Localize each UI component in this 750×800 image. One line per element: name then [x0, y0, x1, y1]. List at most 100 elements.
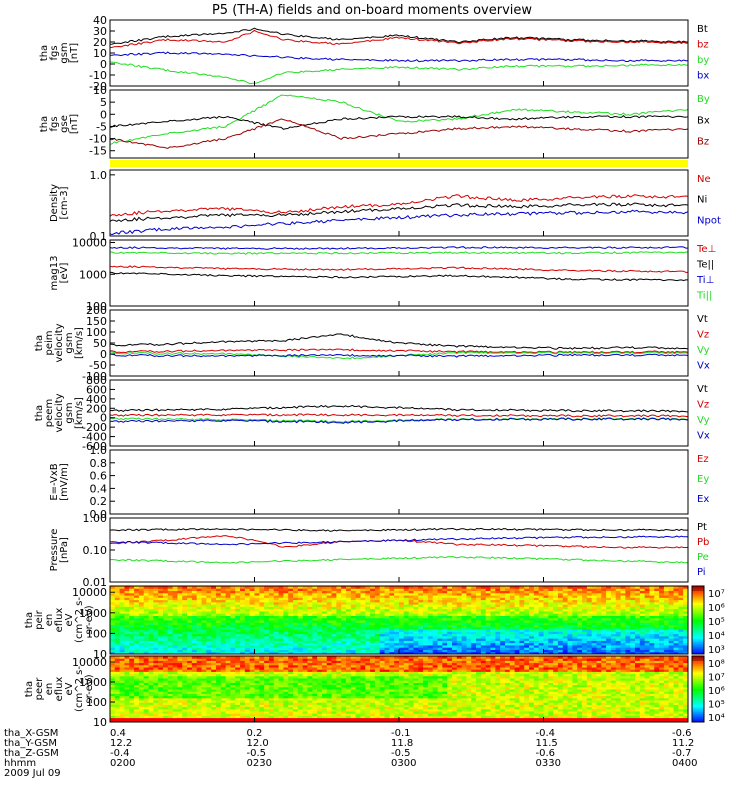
heatmap-cell	[220, 717, 227, 721]
heatmap-cell	[264, 678, 270, 681]
heatmap-cell	[317, 610, 323, 614]
heatmap-cell	[476, 613, 482, 616]
heatmap-cell	[591, 631, 597, 635]
heatmap-cell	[615, 651, 622, 655]
heatmap-cell	[336, 638, 342, 641]
y-tick-label: 10	[93, 648, 107, 661]
heatmap-cell	[519, 631, 525, 635]
heatmap-cell	[240, 669, 246, 672]
heatmap-cell	[399, 620, 405, 623]
heatmap-cell	[148, 608, 154, 612]
heatmap-cell	[346, 622, 352, 626]
heatmap-cell	[317, 624, 323, 628]
heatmap-cell	[153, 606, 159, 610]
heatmap-cell	[177, 617, 183, 621]
heatmap-cell	[615, 629, 622, 632]
heatmap-cell	[182, 706, 188, 710]
heatmap-cell	[264, 704, 270, 708]
heatmap-cell	[148, 680, 154, 683]
heatmap-cell	[201, 689, 207, 692]
heatmap-cell	[384, 588, 390, 592]
colorbar-cell	[692, 608, 704, 611]
heatmap-cell	[408, 586, 414, 589]
heatmap-cell	[196, 592, 203, 596]
heatmap-cell	[596, 601, 602, 605]
heatmap-cell	[529, 610, 535, 614]
heatmap-cell	[524, 651, 530, 655]
heatmap-cell	[644, 592, 650, 596]
heatmap-cell	[668, 638, 675, 641]
heatmap-cell	[158, 678, 164, 681]
heatmap-cell	[480, 626, 487, 630]
heatmap-cell	[678, 608, 684, 612]
heatmap-cell	[129, 669, 135, 672]
heatmap-cell	[196, 622, 203, 626]
heatmap-cell	[615, 606, 622, 610]
heatmap-cell	[630, 633, 636, 637]
heatmap-cell	[336, 604, 342, 607]
heatmap-cell	[119, 631, 125, 635]
heatmap-cell	[254, 629, 260, 632]
heatmap-cell	[124, 620, 130, 623]
heatmap-cell	[630, 631, 636, 635]
heatmap-cell	[288, 615, 294, 619]
heatmap-cell	[235, 638, 241, 641]
heatmap-cell	[129, 608, 135, 612]
heatmap-cell	[211, 719, 217, 723]
heatmap-cell	[211, 590, 217, 594]
heatmap-cell	[153, 631, 159, 635]
heatmap-cell	[582, 631, 588, 635]
heatmap-cell	[230, 615, 236, 619]
heatmap-cell	[148, 684, 154, 688]
heatmap-cell	[630, 601, 636, 605]
heatmap-cell	[264, 662, 270, 666]
heatmap-cell	[360, 617, 366, 621]
heatmap-cell	[235, 702, 241, 705]
heatmap-cell	[182, 667, 188, 670]
heatmap-cell	[167, 697, 174, 701]
heatmap-cell	[283, 700, 289, 703]
heatmap-cell	[254, 706, 260, 710]
heatmap-cell	[346, 640, 352, 644]
heatmap-cell	[514, 642, 520, 646]
heatmap-cell	[312, 615, 318, 619]
heatmap-cell	[384, 638, 390, 641]
heatmap-cell	[504, 601, 511, 605]
heatmap-cell	[591, 649, 597, 653]
heatmap-cell	[601, 590, 607, 594]
heatmap-cell	[379, 592, 386, 596]
heatmap-cell	[683, 590, 689, 594]
heatmap-cell	[312, 626, 318, 630]
heatmap-cell	[374, 613, 381, 616]
heatmap-cell	[476, 644, 482, 648]
heatmap-cell	[321, 651, 328, 655]
heatmap-cell	[659, 608, 665, 612]
heatmap-cell	[586, 617, 593, 621]
heatmap-cell	[191, 660, 198, 664]
heatmap-cell	[148, 647, 154, 650]
heatmap-cell	[172, 706, 178, 710]
heatmap-cell	[297, 622, 304, 626]
heatmap-cell	[321, 617, 328, 621]
heatmap-cell	[529, 638, 535, 641]
heatmap-cell	[519, 638, 525, 641]
heatmap-cell	[490, 599, 496, 603]
heatmap-cell	[678, 615, 684, 619]
heatmap-cell	[273, 717, 280, 721]
heatmap-cell	[524, 640, 530, 644]
heatmap-cell	[129, 635, 135, 639]
heatmap-cell	[533, 622, 540, 626]
heatmap-cell	[432, 610, 439, 614]
heatmap-cell	[196, 649, 203, 653]
heatmap-cell	[215, 669, 222, 672]
heatmap-cell	[201, 682, 207, 686]
heatmap-cell	[490, 626, 496, 630]
heatmap-cell	[543, 599, 549, 603]
heatmap-cell	[572, 633, 578, 637]
heatmap-cell	[191, 640, 198, 644]
heatmap-cell	[331, 644, 337, 648]
heatmap-cell	[461, 601, 467, 605]
heatmap-cell	[129, 597, 135, 601]
heatmap-cell	[408, 644, 414, 648]
